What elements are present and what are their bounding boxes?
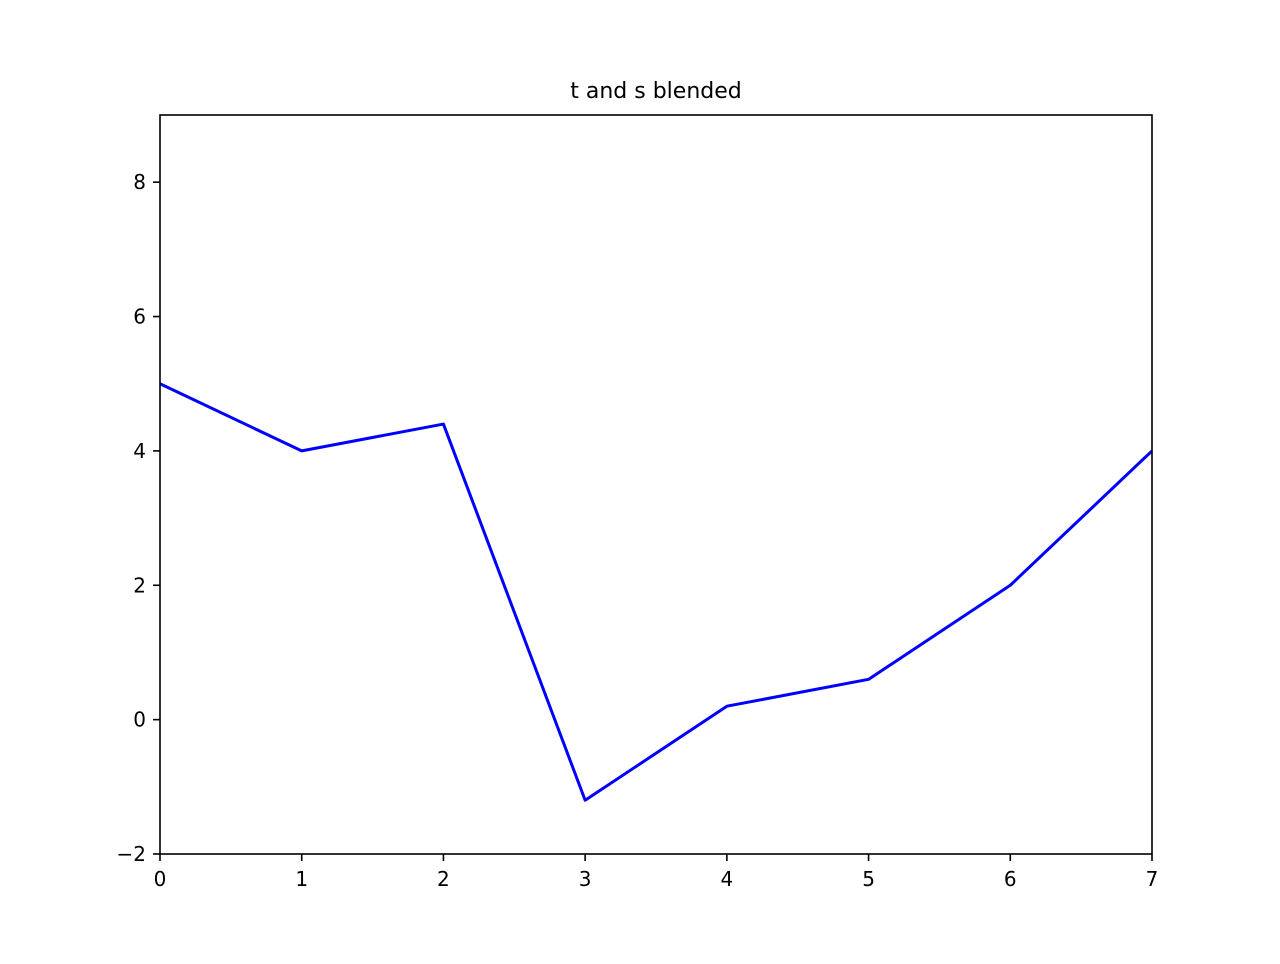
y-tick-label: 6 [133, 305, 146, 329]
y-tick-label: 2 [133, 573, 146, 597]
y-tick-label: 0 [133, 708, 146, 732]
x-tick-label: 1 [295, 867, 308, 891]
x-tick-label: 4 [720, 867, 733, 891]
x-tick-label: 2 [437, 867, 450, 891]
y-tick-label: 8 [133, 170, 146, 194]
series-line [159, 382, 1154, 802]
chart-title: t and s blended [570, 79, 741, 104]
x-tick-label: 3 [579, 867, 592, 891]
x-tick-label: 6 [1004, 867, 1017, 891]
y-tick-label: 4 [133, 439, 146, 463]
axes-frame [159, 114, 1153, 855]
y-tick-label: −2 [117, 842, 146, 866]
x-tick-label: 7 [1146, 867, 1159, 891]
x-tick-label: 0 [154, 867, 167, 891]
x-tick-label: 5 [862, 867, 875, 891]
